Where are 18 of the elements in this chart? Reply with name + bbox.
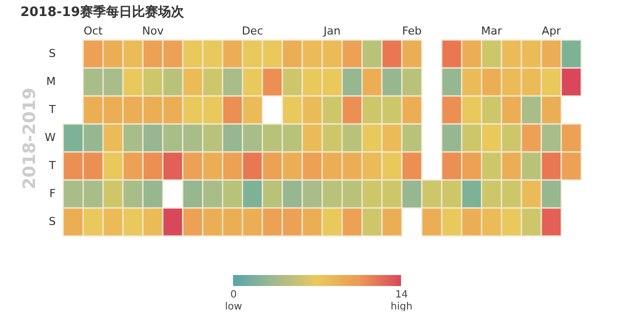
text: low [225,302,242,312]
y-tick-label: T [48,103,56,116]
y-tick-label: T [48,159,56,172]
y-tick-label: W [44,131,56,144]
y-tick-label: F [49,187,56,200]
color-bar-label: 14 [395,290,408,300]
y-tick-label: S [48,47,56,60]
chart-title: 2018-19赛季每日比赛场次 [20,4,185,20]
y-tick-label: S [48,215,56,228]
x-tick-label: Feb [402,24,422,38]
x-tick-label: Jan [322,24,341,38]
x-tick-label: Nov [142,24,164,38]
x-tick-label: Dec [242,24,264,38]
x-tick-label: Oct [84,24,104,38]
x-tick-label: Mar [481,24,502,38]
y-tick-label: M [46,75,56,88]
x-tick-label: Apr [542,24,562,38]
color-bar-label: 0 [230,290,237,300]
